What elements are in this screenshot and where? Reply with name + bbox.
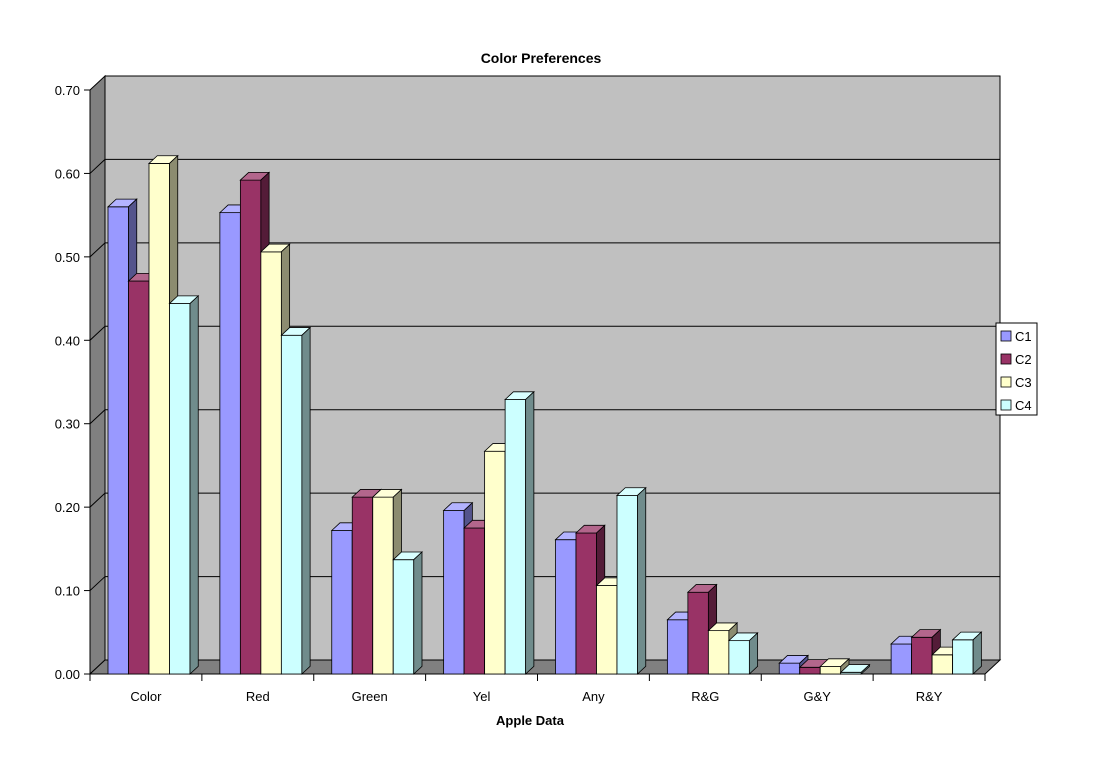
- bar-front: [280, 334, 303, 675]
- bar-side: [525, 390, 535, 675]
- legend-label: C1: [1015, 329, 1032, 344]
- x-axis-title: Apple Data: [496, 713, 565, 728]
- bar-front: [351, 496, 374, 675]
- bar: [615, 486, 647, 675]
- bar-front: [372, 496, 394, 675]
- bar-front: [799, 666, 821, 675]
- x-tick-label: Red: [246, 689, 270, 704]
- gridline: [89, 242, 1000, 258]
- y-tick-label: 0.10: [55, 584, 80, 599]
- bar-side: [972, 631, 982, 675]
- bar-front: [616, 495, 638, 675]
- bar-front: [463, 527, 486, 675]
- plot-side-wall: [89, 74, 106, 676]
- x-tick-label: Any: [582, 689, 605, 704]
- legend-label: C4: [1015, 398, 1032, 413]
- legend: C1 C2 C3 C4: [995, 322, 1038, 416]
- x-tick-label: Green: [352, 689, 388, 704]
- bar-front: [575, 532, 597, 675]
- bar-front: [931, 654, 954, 675]
- bar-side: [189, 294, 199, 675]
- bar-front: [107, 206, 129, 675]
- bar: [504, 390, 535, 675]
- bar-front: [219, 212, 241, 675]
- bar: [707, 621, 739, 675]
- gridline: [89, 325, 1000, 341]
- bar: [392, 551, 424, 675]
- bar-side: [860, 663, 870, 675]
- bar-front: [819, 666, 842, 675]
- bar-front: [443, 510, 465, 675]
- x-tick-label: Color: [130, 689, 162, 704]
- bar-front: [148, 163, 170, 675]
- gridline: [89, 492, 1000, 508]
- bar-front: [778, 662, 801, 675]
- bar: [727, 632, 759, 675]
- y-tick-label: 0.70: [55, 83, 80, 98]
- y-tick-label: 0.60: [55, 166, 80, 181]
- x-tick-label: R&G: [691, 689, 719, 704]
- legend-swatch: [1000, 399, 1012, 411]
- y-tick-label: 0.30: [55, 417, 80, 432]
- x-tick-label: Yel: [473, 689, 491, 704]
- gridline: [89, 576, 1000, 591]
- bar-front: [687, 591, 709, 675]
- y-tick-label: 0.00: [55, 667, 80, 682]
- bar-front: [666, 619, 689, 675]
- legend-label: C2: [1015, 352, 1032, 367]
- legend-label: C3: [1015, 375, 1032, 390]
- bar-front: [890, 643, 913, 675]
- bar-front: [260, 251, 282, 675]
- bar-front: [331, 530, 353, 675]
- x-tick-label: R&Y: [916, 689, 943, 704]
- bar-side: [301, 326, 311, 675]
- bar: [168, 294, 200, 675]
- bar-front: [911, 636, 933, 675]
- bar-front: [484, 450, 506, 675]
- bar-front: [392, 559, 415, 675]
- legend-swatch: [1000, 376, 1012, 388]
- y-tick-label: 0.50: [55, 250, 80, 265]
- bar: [951, 631, 983, 675]
- bar: [839, 663, 871, 675]
- bar-side: [637, 486, 647, 675]
- y-tick-label: 0.40: [55, 333, 80, 348]
- bar-front: [707, 630, 730, 675]
- bar-front: [555, 539, 577, 675]
- legend-swatch: [1000, 330, 1012, 342]
- bar-front: [952, 639, 974, 675]
- bar-front: [728, 640, 750, 675]
- chart-title: Color Preferences: [481, 50, 602, 66]
- bar-front: [596, 585, 618, 675]
- x-tick-label: G&Y: [803, 689, 831, 704]
- gridline: [89, 409, 1000, 425]
- bar-front: [504, 399, 527, 675]
- bar-side: [413, 551, 423, 675]
- bar-front: [169, 303, 191, 675]
- bar-front: [239, 179, 262, 675]
- gridline: [89, 158, 1000, 174]
- bar-side: [748, 632, 759, 675]
- legend-swatch: [1000, 353, 1012, 365]
- bar: [280, 326, 312, 675]
- bar-front: [128, 280, 150, 675]
- y-tick-label: 0.20: [55, 500, 80, 515]
